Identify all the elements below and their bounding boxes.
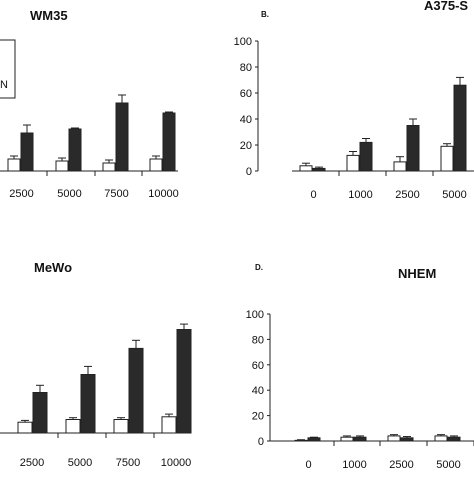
bar-treated bbox=[68, 128, 82, 172]
x-tick-label: 2500 bbox=[9, 188, 33, 200]
x-tick-label: 0 bbox=[305, 459, 311, 471]
bar-control bbox=[7, 158, 21, 172]
bar-treated bbox=[406, 125, 420, 172]
bar-control bbox=[299, 165, 313, 172]
bar-control bbox=[149, 158, 163, 172]
bar-control bbox=[340, 436, 354, 442]
chart-title: MeWo bbox=[34, 260, 72, 275]
bar-treated bbox=[447, 436, 461, 442]
x-tick-label: 5000 bbox=[57, 188, 81, 200]
panel-wm35: WM35 N 2500 5000 7500 10000 bbox=[0, 8, 179, 200]
bar-control bbox=[102, 162, 116, 172]
y-tick-label: 80 bbox=[252, 334, 264, 346]
y-tick-label: 0 bbox=[258, 436, 264, 448]
x-tick-label: 1000 bbox=[342, 459, 366, 471]
panel-mewo: MeWo 2500 5000 7500 10000 bbox=[0, 260, 192, 469]
bar-control bbox=[346, 154, 360, 172]
x-tick-label: 5000 bbox=[436, 459, 460, 471]
bar-control bbox=[393, 161, 407, 172]
y-tick-label: 0 bbox=[246, 166, 252, 178]
bar-treated bbox=[176, 329, 192, 434]
bar-treated bbox=[353, 436, 367, 442]
x-tick-label: 5000 bbox=[68, 457, 92, 469]
y-tick-label: 100 bbox=[234, 36, 252, 48]
bar-control bbox=[294, 439, 308, 442]
bar-control bbox=[161, 416, 177, 434]
chart-title: WM35 bbox=[30, 8, 68, 23]
bar-treated bbox=[128, 347, 144, 434]
x-tick-label: 10000 bbox=[148, 188, 179, 200]
x-tick-label: 1000 bbox=[348, 189, 372, 201]
bar-treated bbox=[20, 132, 34, 172]
x-tick-label: 2500 bbox=[395, 189, 419, 201]
bar-treated bbox=[359, 141, 373, 172]
y-tick-label: 20 bbox=[252, 411, 264, 423]
bar-control bbox=[65, 419, 81, 434]
chart-title: A375-S bbox=[424, 0, 468, 13]
x-tick-label: 2500 bbox=[389, 459, 413, 471]
x-tick-label: 7500 bbox=[104, 188, 128, 200]
panel-label: B. bbox=[261, 10, 269, 19]
y-tick-label: 60 bbox=[240, 88, 252, 100]
bar-control bbox=[55, 160, 69, 172]
bar-treated bbox=[32, 392, 48, 434]
x-tick-label: 5000 bbox=[442, 189, 466, 201]
y-tick-label: 80 bbox=[240, 62, 252, 74]
x-tick-label: 0 bbox=[310, 189, 316, 201]
bar-treated bbox=[312, 167, 326, 172]
bar-control bbox=[387, 435, 401, 442]
chart-title: NHEM bbox=[398, 266, 436, 281]
x-tick-label: 2500 bbox=[20, 457, 44, 469]
y-tick-label: 100 bbox=[246, 309, 264, 321]
bar-treated bbox=[453, 84, 467, 172]
bar-control bbox=[434, 435, 448, 442]
bar-treated bbox=[400, 437, 414, 442]
x-tick-label: 7500 bbox=[116, 457, 140, 469]
panel-label: D. bbox=[255, 263, 263, 272]
legend-box bbox=[0, 39, 16, 99]
bar-control bbox=[113, 419, 129, 434]
x-tick-label: 10000 bbox=[161, 457, 192, 469]
bar-treated bbox=[162, 112, 176, 172]
y-tick-label: 20 bbox=[240, 140, 252, 152]
bar-treated bbox=[115, 102, 129, 172]
y-tick-label: 60 bbox=[252, 360, 264, 372]
bar-treated bbox=[307, 437, 321, 442]
bar-control bbox=[17, 421, 33, 434]
bar-treated bbox=[80, 374, 96, 434]
y-tick-label: 40 bbox=[240, 114, 252, 126]
y-tick-label: 40 bbox=[252, 385, 264, 397]
legend-entry: N bbox=[0, 79, 8, 91]
bar-control bbox=[440, 145, 454, 172]
